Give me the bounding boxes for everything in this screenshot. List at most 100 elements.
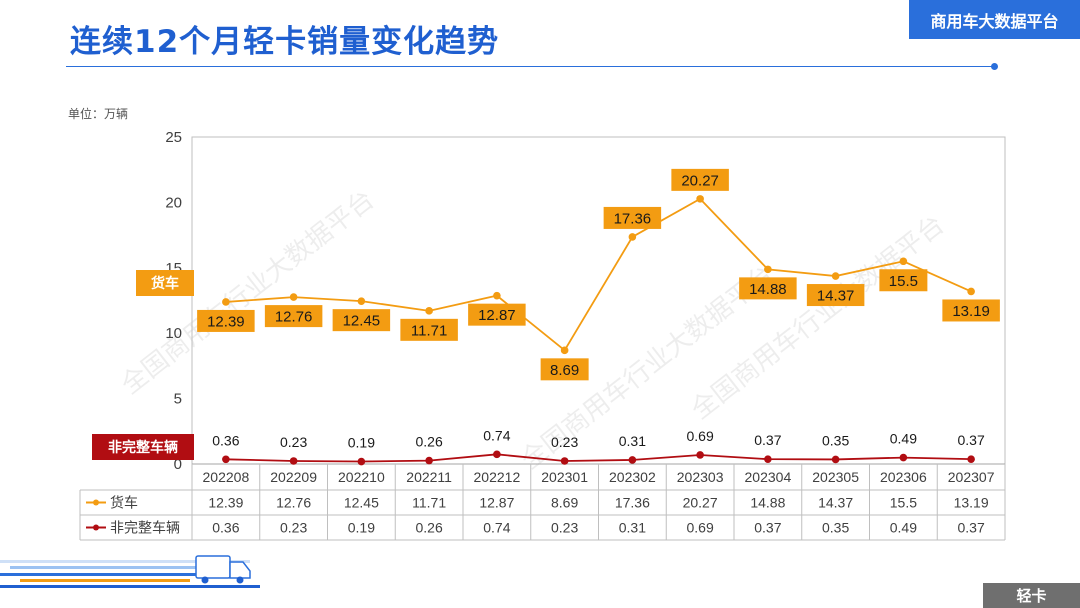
data-label: 0.36	[212, 432, 239, 448]
table-cell-value: 15.5	[890, 495, 917, 511]
data-label: 0.23	[280, 434, 307, 450]
data-label-box	[400, 318, 458, 341]
table-cell-value: 0.69	[687, 520, 714, 536]
truck-series-tag: 货车	[136, 270, 194, 296]
data-label: 0.26	[416, 434, 443, 450]
data-label: 17.36	[614, 210, 652, 227]
x-category-label: 202301	[541, 469, 588, 485]
data-label: 20.27	[681, 172, 719, 189]
data-point	[425, 307, 433, 315]
data-label-box	[197, 309, 255, 332]
data-label: 12.76	[275, 309, 313, 326]
data-label: 0.37	[754, 432, 781, 448]
y-tick-label: 5	[174, 391, 182, 408]
data-point	[289, 457, 298, 465]
title-divider-dot	[991, 63, 998, 70]
truck-illustration	[195, 555, 251, 584]
table-cell-value: 14.37	[818, 495, 853, 511]
table-cell-value: 14.88	[750, 495, 785, 511]
data-label-box	[879, 269, 928, 292]
data-point	[357, 457, 366, 466]
table-cell-value: 0.31	[619, 520, 646, 536]
data-label: 0.31	[619, 433, 646, 449]
data-label: 0.49	[890, 431, 917, 447]
x-category-label: 202306	[880, 469, 927, 485]
data-label: 12.87	[478, 307, 516, 324]
legend-label: 货车	[110, 495, 138, 511]
data-point	[967, 455, 975, 463]
category-tag: 轻卡	[983, 583, 1080, 608]
data-point	[493, 450, 501, 459]
data-point	[899, 453, 908, 462]
data-label: 12.39	[207, 313, 245, 330]
y-tick-label: 20	[165, 194, 182, 211]
data-label: 11.71	[411, 322, 447, 339]
data-label-box	[603, 206, 662, 229]
table-cell-value: 17.36	[615, 495, 650, 511]
data-label-box	[806, 284, 865, 307]
x-category-label: 202305	[812, 469, 859, 485]
unit-label: 单位：万辆	[68, 107, 129, 121]
table-cell-value: 0.23	[551, 520, 578, 536]
x-category-label: 202212	[474, 469, 521, 485]
series-line	[225, 453, 972, 463]
y-tick-label: 10	[165, 325, 182, 342]
data-point	[831, 272, 840, 280]
table-cell-value: 0.26	[416, 520, 443, 536]
y-tick-label: 0	[174, 456, 182, 473]
table-cell-value: 12.39	[208, 495, 243, 511]
chassis-series-tag: 非完整车辆	[92, 434, 194, 460]
data-point	[967, 287, 975, 296]
table-cell-value: 0.23	[280, 520, 307, 536]
speed-line	[20, 579, 190, 582]
data-label: 8.69	[550, 362, 579, 379]
series-line	[225, 197, 972, 352]
table-cell-value: 11.71	[412, 495, 446, 511]
speed-line	[0, 573, 200, 576]
speed-line	[0, 560, 250, 563]
x-category-label: 202210	[338, 469, 385, 485]
data-label: 14.37	[817, 288, 855, 305]
data-label-box	[739, 277, 797, 300]
x-category-label: 202208	[203, 469, 250, 485]
data-label-box	[671, 168, 729, 191]
data-label: 0.37	[958, 432, 985, 448]
data-point	[222, 298, 230, 306]
table-cell-value: 0.37	[754, 520, 781, 536]
table-cell-value: 12.45	[344, 495, 379, 511]
data-point	[831, 455, 840, 464]
data-point	[899, 257, 908, 266]
data-point	[425, 456, 433, 465]
legend-label: 非完整车辆	[110, 520, 180, 536]
data-label: 0.35	[822, 432, 849, 448]
legend-marker	[93, 499, 99, 506]
data-label: 12.45	[343, 313, 381, 330]
x-category-label: 202302	[609, 469, 656, 485]
x-category-label: 202209	[270, 469, 317, 485]
table-cell-value: 0.35	[822, 520, 849, 536]
data-point	[696, 451, 704, 459]
x-category-label: 202303	[677, 469, 724, 485]
x-category-label: 202211	[406, 469, 452, 485]
table-cell-value: 0.36	[212, 520, 239, 536]
speed-line	[10, 566, 240, 569]
data-point	[764, 265, 772, 274]
table-cell-value: 0.74	[483, 520, 510, 536]
table-cell-value: 12.87	[479, 495, 514, 511]
table-cell-value: 0.49	[890, 520, 917, 536]
data-point	[764, 455, 772, 463]
table-cell-value: 8.69	[551, 495, 578, 511]
data-point	[289, 293, 298, 301]
data-label-box	[468, 303, 526, 326]
data-point	[628, 233, 637, 241]
legend-marker	[93, 524, 99, 531]
y-tick-label: 25	[165, 129, 182, 146]
data-label-box	[540, 358, 589, 381]
data-label: 0.23	[551, 434, 578, 450]
data-point	[696, 195, 704, 203]
table-cell-value: 0.19	[348, 520, 375, 536]
x-category-label: 202307	[948, 469, 995, 485]
data-label: 13.19	[952, 303, 990, 320]
page-title: 连续12个月轻卡销量变化趋势	[70, 24, 500, 60]
